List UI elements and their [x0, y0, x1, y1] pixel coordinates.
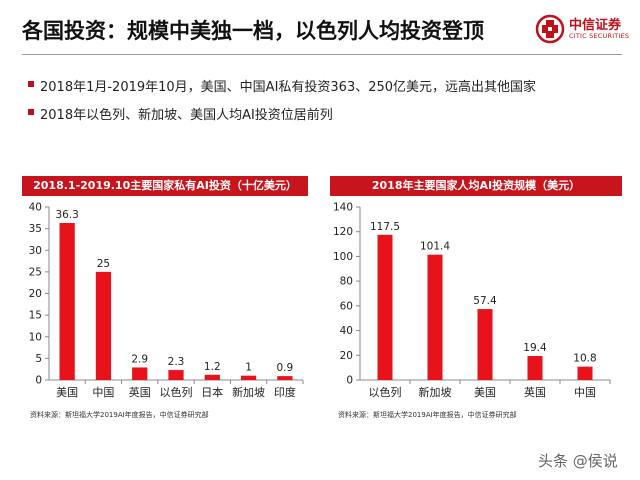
y-tick-label: 35	[29, 223, 42, 235]
data-label: 36.3	[55, 209, 78, 221]
y-tick-label: 140	[333, 202, 353, 214]
x-tick-label: 中国	[92, 386, 114, 399]
bar-印度	[277, 376, 293, 380]
company-logo: 中信证券 CITIC SECURITIES	[535, 12, 635, 46]
y-tick-label: 40	[29, 202, 42, 214]
y-tick-label: 120	[333, 226, 353, 238]
y-tick-label: 5	[35, 353, 42, 365]
data-label: 2.9	[131, 353, 148, 365]
chart-2-source: 资料来源：斯坦福大学2019AI年度报告，中信证券研究部	[338, 411, 517, 419]
y-tick-label: 10	[29, 331, 42, 343]
chart-1-private-ai-investment: 0 5 10 15 20 25 30 35 40 36.3 美国 25 中国 2.9 英国 2.3 以色列 1.2…	[29, 202, 304, 399]
y-tick-label: 0	[35, 375, 42, 387]
y-tick-label: 80	[340, 276, 353, 288]
x-tick-label: 新加坡	[419, 385, 452, 399]
bar-以色列	[168, 370, 184, 380]
x-tick-label: 美国	[56, 386, 78, 399]
y-tick-label: 20	[29, 288, 42, 300]
chart-1-source: 资料来源：斯坦福大学2019AI年度报告，中信证券研究部	[30, 411, 209, 419]
logo-text-en: CITIC SECURITIES	[569, 32, 630, 40]
x-tick-label: 英国	[129, 385, 151, 399]
data-label: 1	[245, 362, 252, 374]
chart-2-per-capita-ai-investment: 0 20 40 60 80 100 120 140 117.5 以色列 101.4 新加坡 57.4 美国…	[333, 202, 611, 399]
x-tick-label: 以色列	[369, 385, 402, 399]
watermark: 头条 @侯说	[538, 452, 618, 470]
bullet-text: 2018年1月-2019年10月，美国、中国AI私有投资363、250亿美元，远…	[40, 80, 537, 95]
bar-新加坡	[240, 375, 257, 380]
chart-2-title: 2018年主要国家人均AI投资规模（美元）	[330, 176, 622, 196]
logo-text-cn: 中信证券	[569, 18, 622, 33]
data-label: 25	[97, 258, 110, 270]
bar-日本	[204, 374, 220, 380]
bar-美国	[59, 223, 75, 380]
data-label: 1.2	[204, 361, 221, 373]
y-tick-label: 20	[340, 350, 353, 362]
bar-新加坡	[427, 254, 443, 380]
bar-英国	[527, 356, 543, 380]
bullet-square-icon	[28, 109, 34, 115]
bullet-item: 2018年以色列、新加坡、美国人均AI投资位居前列	[28, 104, 333, 123]
data-label: 101.4	[420, 241, 450, 253]
page-title: 各国投资：规模中美独一档，以色列人均投资登顶	[22, 19, 484, 43]
bullet-square-icon	[28, 81, 34, 87]
bullet-text: 2018年以色列、新加坡、美国人均AI投资位居前列	[40, 108, 333, 123]
y-tick-label: 100	[333, 251, 353, 263]
x-tick-label: 中国	[574, 386, 596, 399]
bar-中国	[95, 271, 112, 380]
y-tick-label: 40	[340, 325, 353, 337]
y-tick-label: 60	[340, 300, 353, 312]
y-tick-label: 15	[29, 310, 42, 322]
data-label: 0.9	[277, 362, 294, 374]
data-label: 57.4	[473, 295, 497, 307]
x-tick-label: 美国	[474, 386, 496, 399]
x-tick-label: 新加坡	[232, 385, 265, 399]
bar-以色列	[377, 234, 393, 380]
y-tick-label: 30	[29, 245, 42, 257]
bar-中国	[577, 366, 593, 380]
y-tick-label: 25	[29, 266, 42, 278]
x-tick-label: 印度	[274, 385, 296, 399]
bullet-item: 2018年1月-2019年10月，美国、中国AI私有投资363、250亿美元，远…	[28, 76, 537, 95]
data-label: 19.4	[523, 342, 547, 354]
chart-1-title: 2018.1-2019.10主要国家私有AI投资（十亿美元）	[22, 176, 308, 196]
bar-英国	[132, 367, 148, 380]
bar-美国	[477, 309, 493, 380]
title-divider	[22, 54, 622, 55]
citic-logo-icon	[535, 14, 565, 44]
x-tick-label: 以色列	[160, 385, 193, 399]
y-tick-label: 0	[346, 375, 353, 387]
x-tick-label: 英国	[524, 385, 546, 399]
x-tick-label: 日本	[201, 385, 223, 399]
data-label: 10.8	[573, 353, 596, 365]
data-label: 117.5	[370, 221, 400, 233]
data-label: 2.3	[168, 356, 185, 368]
